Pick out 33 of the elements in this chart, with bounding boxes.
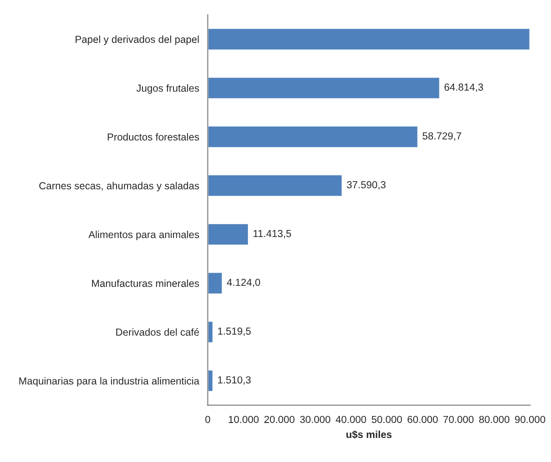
x-tick-label: 60.000 <box>408 416 438 424</box>
data-label: 11.413,5 <box>254 230 292 238</box>
x-tick-label: 20.000 <box>264 416 294 424</box>
bar <box>208 369 214 392</box>
x-tick-label: 0 <box>205 416 210 424</box>
x-tick-label: 50.000 <box>372 416 402 424</box>
bar <box>208 28 530 51</box>
bar <box>208 174 344 198</box>
x-axis-title: u$s miles <box>346 430 392 439</box>
x-tick-label: 30.000 <box>300 416 330 424</box>
bar <box>208 76 441 100</box>
bar <box>208 272 224 295</box>
x-tick-label: 40.000 <box>336 416 366 424</box>
bar <box>208 125 419 148</box>
data-label: 1.510,3 <box>218 376 251 385</box>
x-tick-label: 90.000 <box>515 416 546 424</box>
x-tick-label: 10.000 <box>228 416 259 424</box>
bar <box>208 222 250 246</box>
x-tick-label: 70.000 <box>443 416 474 424</box>
data-label: 4.124,0 <box>226 278 260 288</box>
data-label: 1.519,5 <box>218 328 251 336</box>
data-label: 37.590,3 <box>346 181 386 190</box>
data-label: 64.814,3 <box>444 84 484 92</box>
y-tick-label: Carnes secas, ahumadas y saladas <box>39 182 200 192</box>
y-tick-label: Productos forestales <box>108 133 200 141</box>
y-tick-label: Alimentos para animales <box>88 230 200 240</box>
y-tick-label: Papel y derivados del papel <box>76 36 199 45</box>
y-tick-label: Maquinarias para la industria alimenticia <box>19 377 200 387</box>
data-label: 58.729,7 <box>422 132 462 141</box>
y-tick-label: Manufacturas minerales <box>92 280 200 287</box>
y-tick-label: Derivados del café <box>116 328 199 336</box>
y-tick-label: Jugos frutales <box>136 84 200 94</box>
x-tick-label: 80.000 <box>479 416 510 424</box>
